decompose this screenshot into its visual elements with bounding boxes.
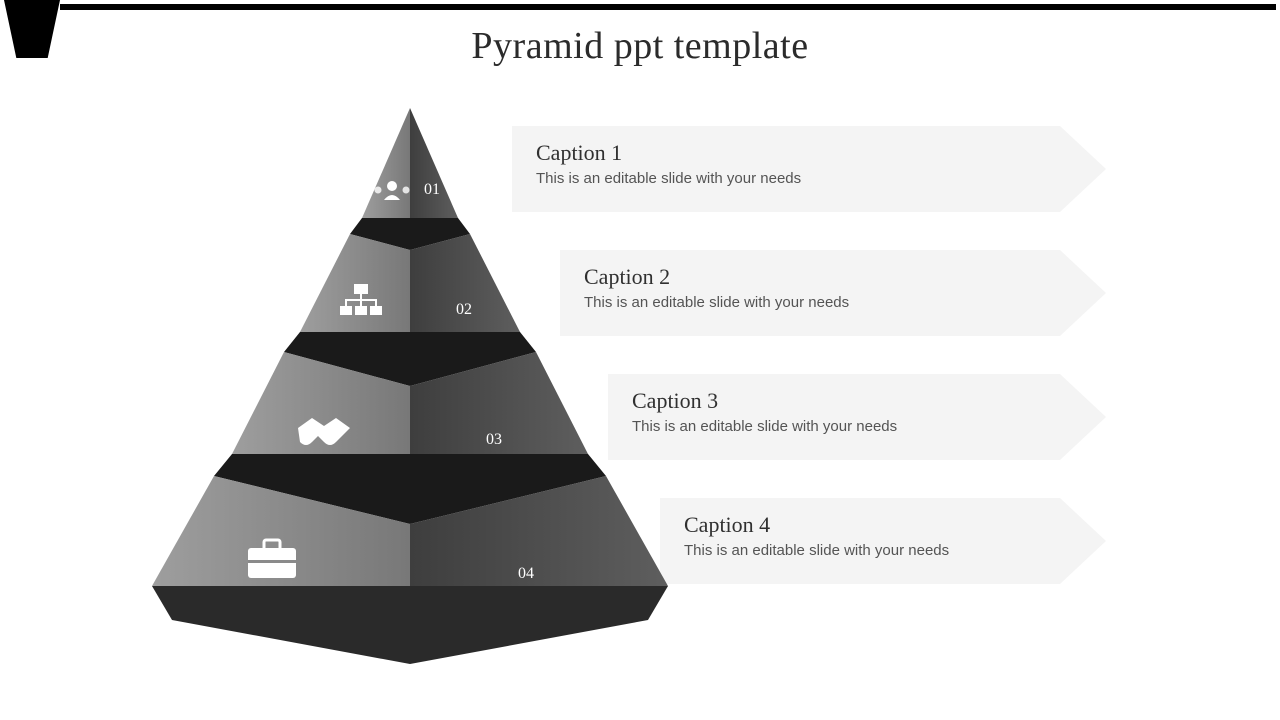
level-number-2: 02 xyxy=(456,301,472,318)
pyramid-level-1: 01 xyxy=(350,108,470,250)
caption-body-4: This is an editable slide with your need… xyxy=(684,542,1046,559)
level-number-1: 01 xyxy=(424,181,440,198)
caption-box-4: Caption 4 This is an editable slide with… xyxy=(660,498,1106,584)
pyramid-diagram: 01 02 03 xyxy=(120,108,700,668)
top-bar xyxy=(60,4,1276,10)
level-number-4: 04 xyxy=(518,565,534,582)
slide-stage: Pyramid ppt template Caption 1 This is a… xyxy=(0,0,1280,720)
caption-head-4: Caption 4 xyxy=(684,512,1046,538)
slide-title: Pyramid ppt template xyxy=(0,24,1280,68)
level-number-3: 03 xyxy=(486,431,502,448)
